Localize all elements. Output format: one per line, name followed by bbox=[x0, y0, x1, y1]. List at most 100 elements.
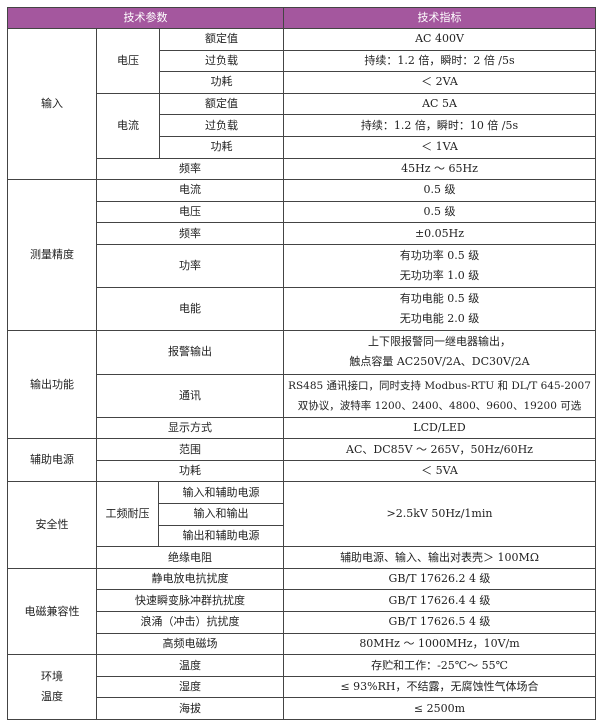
header-param: 技术参数 bbox=[7, 7, 284, 29]
value-line: 上下限报警同一继电器输出， bbox=[368, 335, 511, 349]
header-spec: 技术指标 bbox=[283, 7, 596, 29]
table-row: 电压 0.5 级 bbox=[8, 200, 596, 224]
value-cell: 持续：1.2 倍，瞬时：2 倍 /5s bbox=[283, 49, 596, 73]
value-cell: ≤ 2500m bbox=[283, 697, 596, 720]
group-output: 输出功能 bbox=[7, 330, 97, 440]
value-line: 无功电能 2.0 级 bbox=[399, 312, 480, 326]
value-line: 有功电能 0.5 级 bbox=[399, 292, 480, 306]
current-label: 电流 bbox=[96, 92, 160, 159]
table-row: 安全性 工频耐压 输入和辅助电源 >2.5kV 50Hz/1min bbox=[7, 481, 596, 569]
param-cell: 温度 bbox=[96, 654, 284, 677]
value-cell: 持续：1.2 倍，瞬时：10 倍 /5s bbox=[283, 114, 596, 137]
value-cell: 有功功率 0.5 级无功功率 1.0 级 bbox=[283, 243, 596, 289]
value-cell: 0.5 级 bbox=[283, 179, 596, 202]
param-cell: 功耗 bbox=[96, 459, 284, 483]
group-emc: 电磁兼容性 bbox=[7, 567, 97, 656]
value-cell: ＜ 2VA bbox=[283, 71, 596, 94]
param-cell: 额定值 bbox=[159, 28, 284, 51]
table-row: 电磁兼容性 静电放电抗扰度 GB/T 17626.2 4 级 bbox=[7, 567, 596, 656]
param-cell: 静电放电抗扰度 bbox=[96, 567, 284, 591]
param-cell: 范围 bbox=[96, 438, 284, 461]
param-cell: 过负载 bbox=[159, 49, 284, 73]
value-cell: AC 5A bbox=[283, 92, 596, 116]
value-cell: ＜ 5VA bbox=[283, 459, 596, 483]
value-cell: ＜ 1VA bbox=[283, 135, 596, 159]
value-cell: 存贮和工作：-25℃～ 55℃ bbox=[283, 654, 596, 677]
param-cell: 输入和输出 bbox=[158, 503, 284, 526]
value-cell: 80MHz ～ 1000MHz，10V/m bbox=[283, 632, 596, 656]
value-line: 触点容量 AC250V/2A、DC30V/2A bbox=[349, 355, 530, 369]
param-cell: 湿度 bbox=[96, 675, 284, 699]
table-row: 功耗＜ 5VA bbox=[8, 459, 596, 483]
param-cell: 频率 bbox=[96, 222, 284, 245]
value-cell: 0.5 级 bbox=[283, 200, 596, 224]
value-cell: GB/T 17626.5 4 级 bbox=[283, 611, 596, 634]
value-cell: ±0.05Hz bbox=[283, 222, 596, 245]
spec-table: 技术参数 技术指标 输入 电压 额定值 AC 400V 过负载 持续：1.2 倍，… bbox=[7, 7, 596, 720]
table-row: 电能 有功电能 0.5 级无功电能 2.0 级 bbox=[8, 287, 596, 332]
withstand-label: 工频耐压 bbox=[96, 481, 159, 548]
table-row: 频率 ±0.05Hz bbox=[8, 222, 596, 245]
param-cell: 功耗 bbox=[159, 71, 284, 94]
table-row: 环境 温度 温度 存贮和工作：-25℃～ 55℃ bbox=[7, 654, 596, 720]
param-cell: 功耗 bbox=[159, 135, 284, 159]
table-row: 显示方式 LCD/LED bbox=[8, 416, 596, 440]
param-cell: 功率 bbox=[96, 243, 284, 289]
table-row: 输入和输出 bbox=[8, 503, 596, 526]
table-row: 海拔 ≤ 2500m bbox=[8, 697, 596, 720]
param-cell: 绝缘电阻 bbox=[96, 546, 284, 569]
param-cell: 输入和辅助电源 bbox=[158, 481, 284, 505]
param-cell: 高频电磁场 bbox=[96, 632, 284, 656]
value-line: 双协议，波特率 1200、2400、4800、9600、19200 可选 bbox=[297, 399, 582, 412]
value-line: 无功功率 1.0 级 bbox=[399, 269, 480, 283]
table-row: 输入 电压 额定值 AC 400V bbox=[7, 27, 596, 181]
table-row: 湿度 ≤ 93%RH，不结露，无腐蚀性气体场合 bbox=[8, 675, 596, 699]
table-row: 输出和辅助电源 bbox=[8, 524, 596, 548]
value-cell: GB/T 17626.2 4 级 bbox=[283, 567, 596, 591]
value-cell: LCD/LED bbox=[283, 416, 596, 440]
value-line: 有功功率 0.5 级 bbox=[399, 249, 480, 263]
table-row: 高频电磁场 80MHz ～ 1000MHz，10V/m bbox=[8, 632, 596, 656]
param-cell: 电流 bbox=[96, 179, 284, 202]
param-cell: 报警输出 bbox=[96, 330, 284, 375]
table-header: 技术参数 技术指标 bbox=[7, 7, 596, 29]
table-row: 过负载 持续：1.2 倍，瞬时：10 倍 /5s bbox=[8, 114, 596, 137]
param-cell: 过负载 bbox=[159, 114, 284, 137]
value-cell: AC、DC85V ～ 265V，50Hz/60Hz bbox=[283, 438, 596, 461]
group-line: 温度 bbox=[41, 690, 63, 704]
value-cell: 上下限报警同一继电器输出， 触点容量 AC250V/2A、DC30V/2A bbox=[283, 330, 596, 375]
voltage-label: 电压 bbox=[96, 28, 160, 94]
param-cell: 电能 bbox=[96, 287, 284, 332]
table-row: 测量精度 电流 0.5 级 bbox=[7, 179, 596, 332]
value-cell: GB/T 17626.4 4 级 bbox=[283, 589, 596, 613]
table-row: 输出功能 报警输出 上下限报警同一继电器输出， 触点容量 AC250V/2A、DC… bbox=[7, 330, 596, 440]
group-aux: 辅助电源 bbox=[7, 438, 97, 483]
param-cell: 浪涌（冲击）抗扰度 bbox=[96, 611, 284, 634]
value-cell: AC 400V bbox=[283, 28, 596, 51]
table-row: 功率 有功功率 0.5 级无功功率 1.0 级 bbox=[8, 243, 596, 289]
param-cell: 输出和辅助电源 bbox=[158, 524, 284, 548]
table-row: 绝缘电阻 辅助电源、输入、输出对表壳＞ 100MΩ bbox=[8, 546, 596, 569]
value-cell: >2.5kV 50Hz/1min bbox=[283, 481, 596, 548]
param-cell: 显示方式 bbox=[96, 416, 284, 440]
table-row: 辅助电源 范围 AC、DC85V ～ 265V，50Hz/60Hz bbox=[7, 438, 596, 483]
table-row: 电流 额定值 AC 5A bbox=[8, 92, 596, 159]
table-row: 浪涌（冲击）抗扰度 GB/T 17626.5 4 级 bbox=[8, 611, 596, 634]
value-cell: 45Hz ～ 65Hz bbox=[283, 157, 596, 181]
value-cell: 有功电能 0.5 级无功电能 2.0 级 bbox=[283, 287, 596, 332]
value-cell: 辅助电源、输入、输出对表壳＞ 100MΩ bbox=[283, 546, 596, 569]
table-row: 快速瞬变脉冲群抗扰度 GB/T 17626.4 4 级 bbox=[8, 589, 596, 613]
group-env: 环境 温度 bbox=[7, 654, 97, 720]
param-cell: 通讯 bbox=[96, 373, 284, 418]
value-cell: RS485 通讯接口，同时支持 Modbus-RTU 和 DL/T 645-20… bbox=[283, 373, 596, 418]
param-cell: 电压 bbox=[96, 200, 284, 224]
group-accuracy: 测量精度 bbox=[7, 179, 97, 332]
param-cell: 海拔 bbox=[96, 697, 284, 720]
param-cell: 快速瞬变脉冲群抗扰度 bbox=[96, 589, 284, 613]
group-safety: 安全性 bbox=[7, 481, 97, 569]
table-row: 功耗＜ 1VA bbox=[8, 135, 596, 159]
group-line: 环境 bbox=[41, 670, 63, 684]
param-cell: 额定值 bbox=[159, 92, 284, 116]
table-row: 通讯 RS485 通讯接口，同时支持 Modbus-RTU 和 DL/T 645… bbox=[8, 373, 596, 418]
value-cell: ≤ 93%RH，不结露，无腐蚀性气体场合 bbox=[283, 675, 596, 699]
